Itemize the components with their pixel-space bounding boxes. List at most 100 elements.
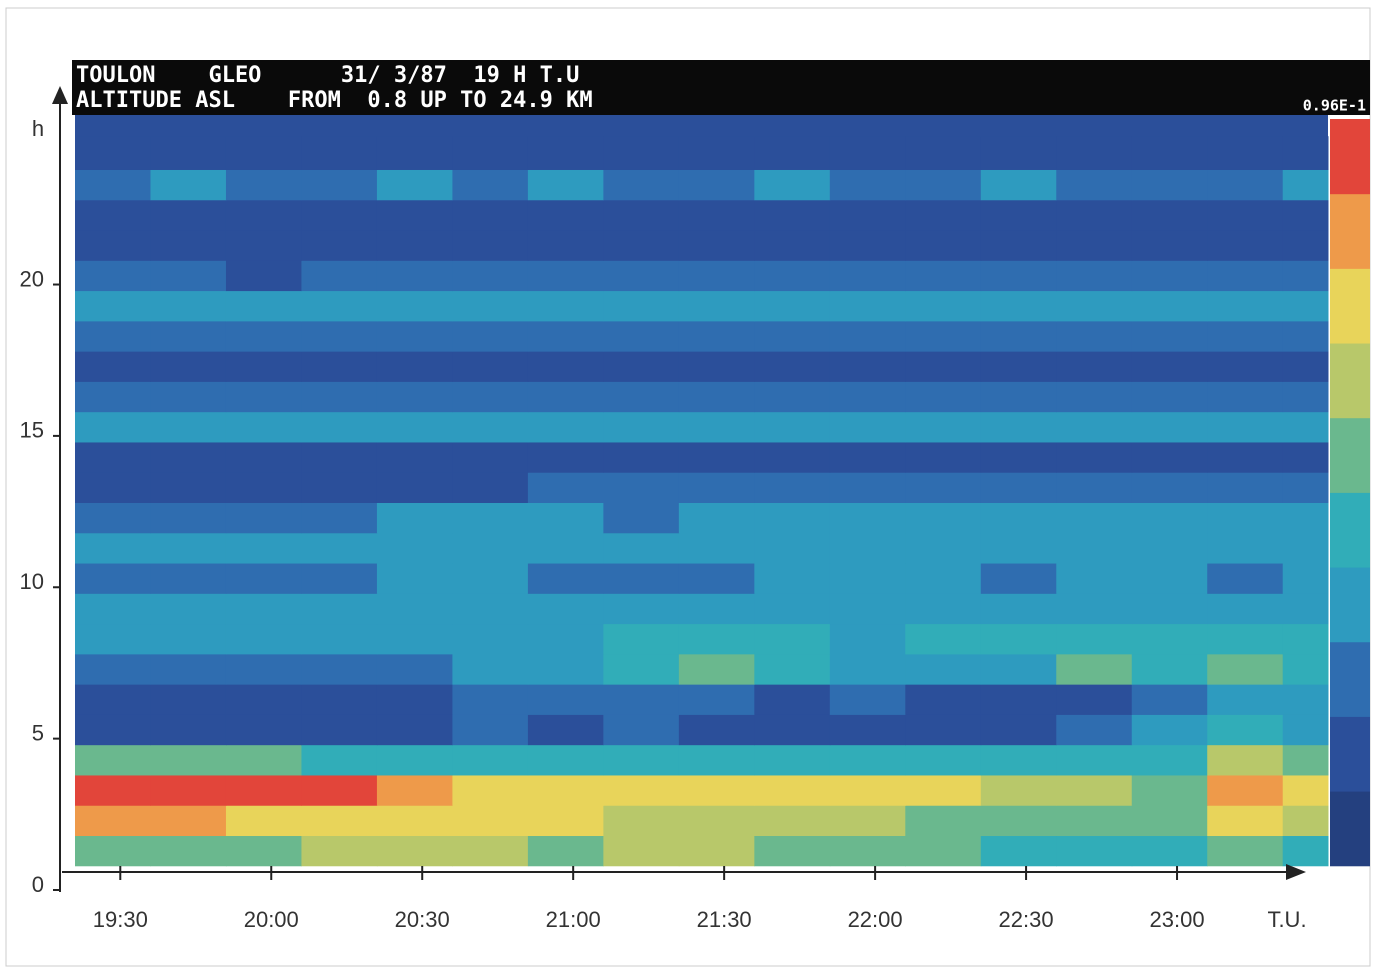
heat-cell [150, 684, 227, 715]
heat-cell [75, 320, 151, 352]
heat-cell [1282, 199, 1329, 231]
colorbar-segment [1330, 343, 1370, 419]
heat-cell [829, 351, 906, 382]
heat-cell [980, 381, 1057, 413]
heat-cell [75, 472, 151, 503]
heat-cell [376, 502, 453, 534]
heat-cell [1056, 653, 1133, 685]
heat-cell [376, 714, 453, 746]
heat-cell [905, 472, 982, 503]
heat-cell [1207, 593, 1284, 625]
heat-cell [150, 260, 227, 292]
heat-cell [527, 320, 604, 352]
heat-cell [150, 290, 227, 322]
heat-cell [1131, 320, 1208, 352]
heat-cell [1207, 320, 1284, 352]
heat-cell [301, 684, 378, 715]
heat-cell [980, 351, 1057, 382]
heat-cell [452, 653, 529, 685]
heat-cell [376, 441, 453, 473]
heat-cell [980, 136, 1057, 170]
heat-cell [452, 169, 529, 201]
heat-cell [527, 230, 604, 261]
heat-cell [754, 714, 831, 746]
heat-cell [1056, 805, 1133, 837]
heat-cell [150, 230, 227, 261]
heat-cell [829, 835, 906, 867]
heat-cell [1131, 714, 1208, 746]
heat-cell [452, 441, 529, 473]
colorbar-segment [1330, 417, 1370, 493]
heat-cell [754, 653, 831, 685]
heat-cell [754, 290, 831, 322]
x-tick-label: 22:00 [848, 907, 903, 932]
heat-cell [376, 260, 453, 292]
heat-cell [301, 381, 378, 413]
heat-cell [678, 835, 755, 867]
heat-cell [75, 169, 151, 201]
heat-cell [754, 623, 831, 655]
heat-cell [150, 472, 227, 503]
heat-cell [301, 290, 378, 322]
heat-cell [678, 805, 755, 837]
heat-cell [527, 502, 604, 534]
heat-cell [678, 502, 755, 534]
heat-cell [754, 230, 831, 261]
heat-cell [225, 411, 302, 443]
colorbar-segment [1330, 567, 1370, 643]
heat-cell [603, 714, 680, 746]
heat-cell [452, 532, 529, 564]
heat-cell [527, 653, 604, 685]
x-tick-label: 20:00 [244, 907, 299, 932]
heat-cell [754, 411, 831, 443]
heat-cell [376, 411, 453, 443]
heat-cell [678, 774, 755, 806]
heat-cell [1056, 290, 1133, 322]
heat-cell [225, 320, 302, 352]
heat-cell [1207, 441, 1284, 473]
heat-cell [603, 320, 680, 352]
heat-cell [980, 563, 1057, 594]
heat-cell [1282, 381, 1329, 413]
heat-cell [754, 835, 831, 867]
heat-cell [527, 411, 604, 443]
heat-cell [1056, 411, 1133, 443]
heat-cell [1207, 744, 1284, 776]
heat-cell [829, 199, 906, 231]
heat-cell [1131, 563, 1208, 594]
heat-cell [678, 472, 755, 503]
heat-cell [980, 774, 1057, 806]
heat-cell [75, 835, 151, 867]
heat-cell [1131, 593, 1208, 625]
heat-cell [1207, 653, 1284, 685]
heat-cell [905, 441, 982, 473]
heat-cell [1282, 805, 1329, 837]
colorbar-segment [1330, 268, 1370, 344]
heat-cell [527, 744, 604, 776]
heat-cell [678, 593, 755, 625]
heat-cell [678, 744, 755, 776]
y-tick-label: 10 [20, 569, 44, 594]
colorbar-segment [1330, 641, 1370, 717]
heat-cell [527, 441, 604, 473]
heat-cell [527, 169, 604, 201]
heat-cell [376, 290, 453, 322]
heat-cell [1131, 623, 1208, 655]
heat-cell [678, 230, 755, 261]
heat-cell [150, 136, 227, 170]
heat-cell [603, 653, 680, 685]
x-tick-label: 21:00 [546, 907, 601, 932]
heat-cell [452, 714, 529, 746]
heat-cell [1282, 563, 1329, 594]
heat-cell [603, 472, 680, 503]
heat-cell [452, 805, 529, 837]
heat-cell [75, 744, 151, 776]
chart-title: TOULON GLEO 31/ 3/87 19 H T.U [76, 63, 579, 88]
heat-cell [1282, 441, 1329, 473]
heat-cell [150, 714, 227, 746]
heat-cell [754, 351, 831, 382]
heat-cell [527, 805, 604, 837]
heat-cell [452, 835, 529, 867]
heat-cell [1282, 260, 1329, 292]
heat-cell [829, 623, 906, 655]
